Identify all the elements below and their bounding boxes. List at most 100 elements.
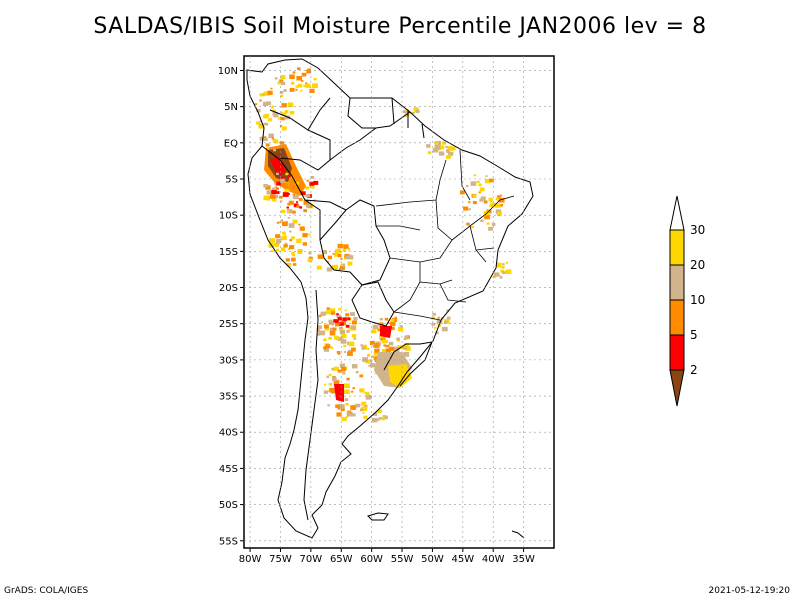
percentile-cell (372, 344, 375, 346)
percentile-cell (333, 335, 339, 340)
percentile-cell (289, 245, 295, 250)
percentile-cell (347, 317, 351, 321)
percentile-cell (446, 150, 450, 153)
percentile-cell (359, 388, 365, 393)
percentile-patch (388, 364, 412, 388)
percentile-cell (266, 190, 272, 195)
percentile-cell (278, 221, 282, 224)
percentile-cell (445, 149, 449, 152)
percentile-cell (377, 418, 380, 421)
percentile-cell (262, 101, 269, 106)
percentile-cell (326, 267, 333, 272)
percentile-cell (496, 262, 501, 267)
percentile-cell (345, 313, 350, 317)
percentile-cell (479, 187, 485, 192)
lon-tick-label: 70W (300, 554, 323, 565)
percentile-cell (277, 117, 281, 120)
footer-credit: GrADS: COLA/IGES (4, 586, 89, 596)
percentile-cell (281, 103, 287, 108)
percentile-cell (489, 200, 492, 203)
percentile-cell (485, 178, 491, 184)
percentile-cell (291, 257, 296, 262)
percentile-cell (382, 415, 386, 418)
percentile-cell (323, 347, 330, 352)
percentile-cell (269, 238, 275, 243)
percentile-cell (292, 219, 298, 224)
percentile-cell (336, 314, 342, 319)
percentile-cell (502, 263, 505, 266)
percentile-cell (341, 263, 346, 267)
percentile-cell (350, 390, 354, 393)
percentile-cell (383, 344, 387, 347)
percentile-field (254, 67, 512, 423)
percentile-cell (267, 90, 273, 95)
legend-label: 2 (690, 363, 698, 377)
percentile-cell (287, 263, 291, 267)
percentile-cell (480, 196, 486, 201)
percentile-cell (471, 226, 474, 229)
percentile-cell (281, 112, 287, 117)
plot-border (243, 55, 555, 549)
percentile-cell (337, 253, 342, 258)
percentile-cell (284, 242, 288, 245)
percentile-cell (259, 93, 264, 97)
percentile-cell (341, 333, 347, 339)
percentile-cell (281, 81, 286, 86)
percentile-cell (371, 355, 375, 358)
percentile-cell (287, 193, 290, 195)
percentile-cell (344, 383, 350, 389)
percentile-cell (317, 254, 324, 259)
percentile-cell (405, 113, 410, 117)
bolivia-border (319, 199, 391, 286)
percentile-cell (327, 390, 330, 392)
percentile-cell (265, 143, 270, 147)
percentile-cell (300, 191, 306, 196)
percentile-cell (347, 411, 350, 414)
percentile-cell (365, 392, 370, 396)
percentile-cell (268, 118, 273, 122)
percentile-cell (362, 357, 368, 362)
percentile-cell (277, 81, 282, 85)
percentile-cell (279, 178, 285, 183)
percentile-cell (325, 344, 331, 349)
percentile-cell (285, 258, 290, 262)
percentile-cell (355, 403, 361, 408)
percentile-cell (263, 195, 269, 200)
percentile-cell (459, 190, 465, 195)
percentile-cell (436, 319, 443, 325)
percentile-cell (385, 348, 391, 353)
percentile-cell (335, 404, 340, 409)
percentile-cell (322, 250, 328, 255)
percentile-cell (279, 141, 284, 145)
percentile-cell (364, 404, 368, 408)
percentile-cell (332, 264, 338, 270)
percentile-cell (402, 346, 407, 350)
brazil-states (375, 149, 515, 321)
lat-tick-label: 15S (219, 247, 238, 258)
percentile-cell (301, 72, 307, 77)
percentile-cell (338, 327, 342, 330)
percentile-cell (363, 415, 368, 419)
percentile-cell (333, 380, 340, 385)
percentile-cell (338, 353, 341, 356)
percentile-cell (256, 108, 261, 113)
percentile-cell (337, 243, 344, 249)
percentile-cell (305, 83, 311, 88)
percentile-cell (313, 180, 319, 185)
legend-bottom-arrow (669, 369, 685, 407)
percentile-cell (267, 148, 270, 150)
falkland-islands (367, 512, 389, 521)
percentile-cell (499, 276, 503, 279)
percentile-cell (371, 329, 377, 334)
percentile-cell (332, 377, 337, 382)
percentile-cell (275, 234, 281, 239)
percentile-patch (334, 384, 344, 402)
percentile-cell (309, 181, 315, 186)
percentile-cell (434, 141, 439, 145)
percentile-cell (342, 372, 346, 375)
percentile-cell (426, 144, 431, 148)
percentile-cell (415, 109, 420, 113)
percentile-cell (329, 308, 336, 313)
percentile-cell (373, 352, 378, 356)
percentile-cell (306, 179, 309, 182)
